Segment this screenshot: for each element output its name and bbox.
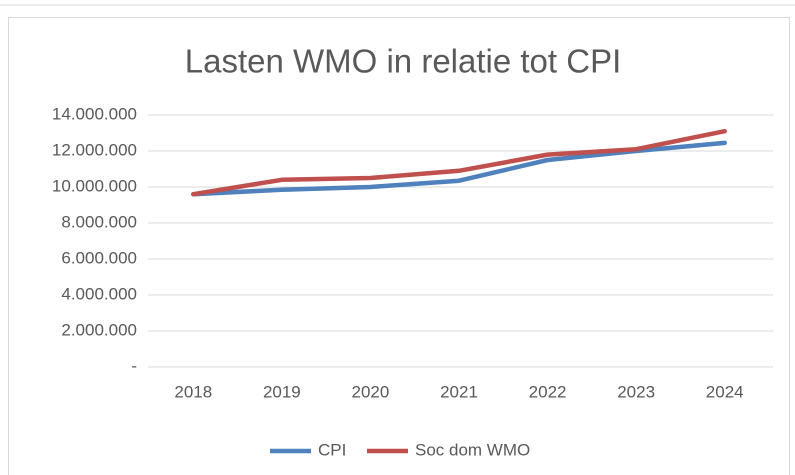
series-line — [191, 128, 727, 197]
y-tick-label: 8.000.000 — [61, 212, 137, 231]
y-tick-label: 12.000.000 — [52, 140, 137, 159]
x-tick-label: 2023 — [617, 382, 655, 401]
legend-label: CPI — [318, 440, 346, 459]
x-tick-label: 2019 — [263, 382, 301, 401]
y-tick-label: 4.000.000 — [61, 284, 137, 303]
chart-title: Lasten WMO in relatie tot CPI — [185, 43, 622, 80]
y-tick-label: - — [131, 356, 137, 375]
chart-border — [8, 17, 790, 475]
x-tick-label: 2021 — [440, 382, 478, 401]
y-tick-label: 10.000.000 — [52, 176, 137, 195]
x-tick-label: 2022 — [529, 382, 567, 401]
y-tick-label: 14.000.000 — [52, 104, 137, 123]
y-tick-label: 2.000.000 — [61, 320, 137, 339]
x-tick-label: 2020 — [352, 382, 390, 401]
x-tick-label: 2024 — [706, 382, 744, 401]
x-tick-label: 2018 — [174, 382, 212, 401]
legend-label: Soc dom WMO — [415, 440, 530, 459]
y-tick-label: 6.000.000 — [61, 248, 137, 267]
